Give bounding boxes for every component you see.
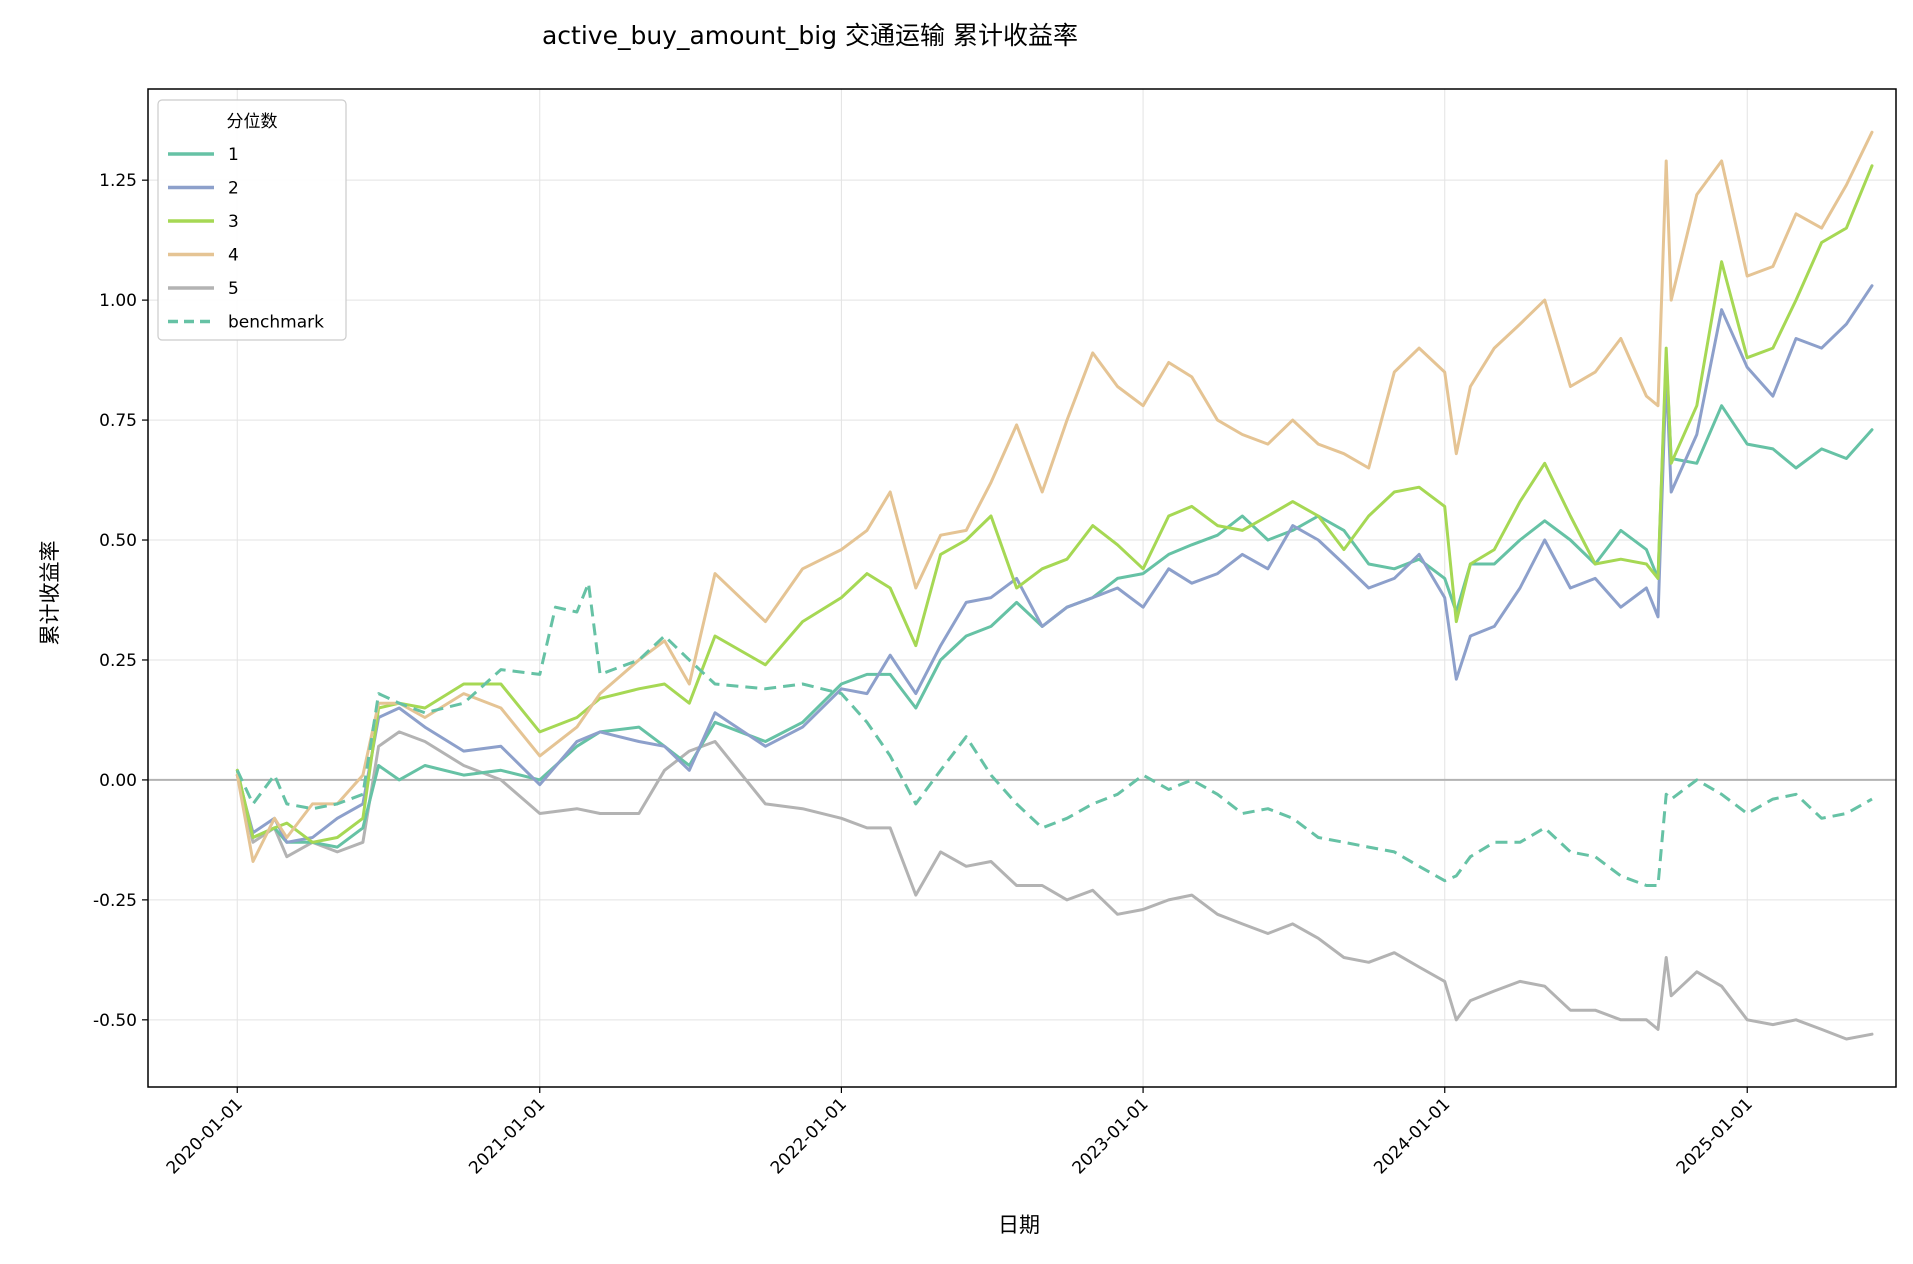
y-tick-label: 0.50: [99, 531, 137, 551]
plot-frame: [147, 88, 1897, 1088]
legend-label-2: 2: [228, 179, 239, 199]
y-tick-label: 1.00: [99, 291, 137, 311]
y-tick-label: 0.00: [99, 771, 137, 791]
legend: 分位数 1 2 3 4 5 benchmark: [157, 99, 347, 341]
legend-box: [157, 99, 347, 341]
series-line-2: [235, 284, 1874, 844]
y-axis-label: 累计收益率: [38, 541, 62, 646]
series-line-benchmark: [235, 581, 1873, 887]
legend-label-3: 3: [228, 212, 239, 232]
legend-title: 分位数: [227, 112, 278, 132]
legend-label-benchmark: benchmark: [228, 313, 324, 333]
y-tick-label: 0.75: [99, 411, 137, 431]
x-axis-label: 日期: [998, 1213, 1040, 1237]
y-tick-label: -0.50: [93, 1011, 137, 1031]
legend-label-4: 4: [228, 246, 239, 266]
chart-title: active_buy_amount_big 交通运输 累计收益率: [542, 21, 1078, 50]
legend-label-1: 1: [228, 145, 239, 165]
series-line-1: [235, 356, 1874, 849]
y-tick-label: 1.25: [99, 171, 137, 191]
legend-label-5: 5: [228, 279, 239, 299]
series-line-5: [235, 730, 1874, 1041]
series-line-3: [235, 164, 1874, 844]
series-line-4: [235, 130, 1874, 863]
series-lines: [235, 130, 1874, 1041]
y-tick-label: -0.25: [93, 891, 137, 911]
y-tick-label: 0.25: [99, 651, 137, 671]
